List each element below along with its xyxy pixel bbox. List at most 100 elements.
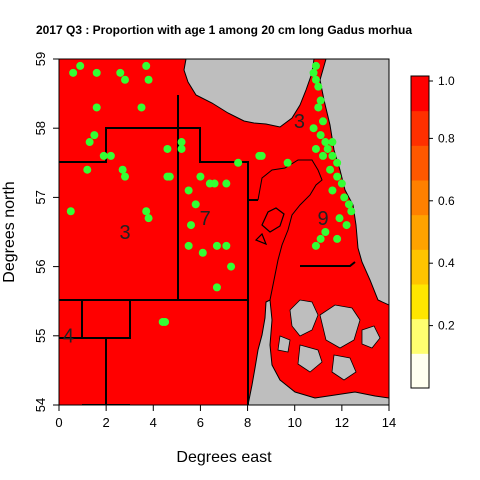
station-point (66, 207, 75, 216)
station-point (344, 200, 353, 209)
station-point (314, 103, 323, 112)
legend-tick-label: 0.8 (438, 131, 455, 145)
area-label: 4 (63, 326, 74, 348)
station-point (337, 179, 346, 188)
area-label: 9 (317, 208, 328, 230)
station-point (234, 158, 243, 167)
station-point (118, 165, 127, 174)
x-tick-label: 6 (197, 415, 204, 430)
station-point (222, 241, 231, 250)
y-tick-label: 57 (33, 190, 48, 204)
area-label: 7 (200, 208, 211, 230)
station-point (83, 165, 92, 174)
station-point (187, 221, 195, 230)
coast-jutland (257, 159, 323, 301)
station-point (212, 241, 221, 250)
station-point (321, 138, 330, 147)
station-point (316, 96, 325, 105)
station-point (144, 214, 153, 223)
station-point (106, 151, 115, 160)
station-point (177, 138, 186, 147)
y-tick-label: 54 (33, 398, 48, 412)
y-axis: 54 55 56 57 58 59 (33, 52, 59, 412)
station-point (335, 214, 344, 223)
chart-title: 2017 Q3 : Proportion with age 1 among 20… (36, 23, 412, 37)
station-point (196, 172, 205, 181)
x-tick-label: 2 (103, 415, 110, 430)
station-point (142, 207, 151, 216)
legend-border (410, 75, 430, 389)
station-point (198, 248, 207, 257)
station-point (116, 68, 125, 77)
legend-swatch (411, 249, 429, 285)
station-point (316, 131, 325, 140)
station-point (314, 82, 323, 91)
legend-tick-label: 0.6 (438, 194, 455, 208)
station-point (347, 207, 356, 216)
legend-swatch (411, 180, 429, 216)
station-point (328, 186, 337, 195)
station-point (323, 144, 332, 153)
land-islands (277, 299, 381, 381)
station-point (184, 241, 193, 250)
x-tick-label: 14 (382, 415, 396, 430)
station-point (144, 75, 153, 84)
station-point (321, 228, 330, 236)
station-point (319, 117, 327, 126)
legend-tick-label: 1.0 (438, 74, 455, 88)
station-point (283, 158, 292, 167)
x-axis: 0 2 4 6 8 10 12 14 (55, 405, 396, 430)
station-point (90, 131, 99, 140)
legend-tick-label: 0.4 (438, 256, 455, 270)
station-point (316, 234, 325, 243)
station-point (210, 179, 219, 188)
station-point (328, 138, 337, 147)
station-point (311, 144, 320, 153)
area-labels: 3 7 3 9 4 (63, 111, 329, 348)
legend-swatch (411, 145, 429, 181)
station-point (309, 68, 318, 77)
legend-swatch (411, 76, 429, 112)
y-tick-label: 59 (33, 52, 48, 66)
station-point (328, 151, 337, 160)
map-area: 3 7 3 9 4 (59, 59, 389, 405)
station-point (121, 172, 129, 181)
plot-border (58, 58, 390, 406)
land-continent (247, 299, 389, 405)
station-point (161, 317, 170, 326)
x-axis-label: Degrees east (176, 449, 272, 466)
station-point (142, 61, 151, 70)
station-point (212, 283, 221, 292)
legend-swatch (411, 318, 429, 354)
station-point (121, 75, 129, 84)
legend-swatch (411, 214, 429, 250)
station-point (340, 193, 349, 202)
station-point (333, 234, 342, 243)
station-point (165, 172, 174, 181)
station-point (177, 144, 186, 153)
x-tick-label: 12 (335, 415, 349, 430)
station-point (137, 103, 146, 112)
color-legend: 0.2 0.4 0.6 0.8 1.0 (410, 74, 455, 389)
x-tick-label: 10 (287, 415, 301, 430)
station-point (326, 165, 335, 174)
station-point (311, 61, 320, 70)
y-tick-label: 55 (33, 329, 48, 343)
y-tick-label: 56 (33, 259, 48, 273)
land-norway (183, 59, 315, 128)
station-point (69, 68, 78, 77)
station-point (227, 262, 236, 271)
station-point (99, 151, 108, 160)
station-point (319, 151, 327, 160)
station-point (92, 68, 101, 77)
station-point (85, 138, 94, 147)
station-point (257, 151, 266, 160)
station-point (333, 172, 342, 181)
area-label: 3 (294, 111, 305, 133)
y-tick-label: 58 (33, 121, 48, 135)
legend-tick-label: 0.2 (438, 319, 455, 333)
station-point (333, 158, 342, 167)
legend-swatch (411, 284, 429, 320)
coast-limfjord (254, 207, 285, 246)
